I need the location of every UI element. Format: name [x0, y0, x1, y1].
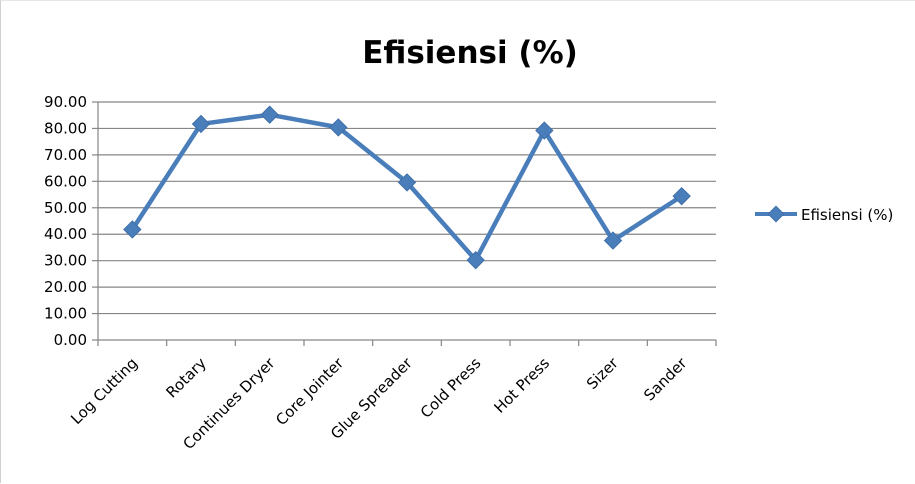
- chart-title: Efisiensi (%): [362, 35, 578, 71]
- y-axis-tick-labels: 0.00 10.00 20.00 30.00 40.00 50.00 60.00 70.00 8…: [44, 93, 87, 349]
- gridlines: [98, 101, 716, 315]
- x-tick-label: Log Cutting: [67, 354, 141, 428]
- y-tick-label: 60.00: [44, 172, 87, 190]
- x-tick-label: Sizer: [583, 354, 622, 393]
- data-point-marker: [466, 250, 485, 270]
- y-tick-label: 80.00: [44, 119, 87, 137]
- y-tick-label: 0.00: [54, 331, 87, 349]
- y-tick-label: 10.00: [44, 305, 87, 323]
- data-point-marker: [260, 105, 279, 124]
- x-tick-label: Core Jointer: [272, 354, 348, 430]
- data-point-marker: [397, 173, 417, 192]
- y-tick-label: 50.00: [44, 199, 87, 217]
- legend-diamond-marker: [767, 205, 785, 223]
- y-tick-label: 90.00: [44, 93, 87, 111]
- y-tick-label: 70.00: [44, 146, 87, 164]
- data-point-marker: [535, 121, 554, 140]
- series-layer: [123, 105, 691, 270]
- data-point-marker: [191, 114, 211, 134]
- legend: Efisiensi (%): [755, 205, 893, 224]
- legend-label: Efisiensi (%): [801, 206, 893, 224]
- x-tick-label: Rotary: [162, 354, 209, 401]
- y-tick-label: 30.00: [44, 252, 87, 270]
- data-point-marker: [603, 231, 623, 250]
- data-point-marker: [672, 186, 691, 206]
- y-tick-label: 20.00: [44, 278, 87, 296]
- x-tick-label: Sander: [640, 354, 691, 405]
- y-tick-label: 40.00: [44, 225, 87, 243]
- x-tick-label: Hot Press: [491, 354, 554, 417]
- data-point-marker: [329, 118, 348, 137]
- x-tick-label: Cold Press: [417, 354, 485, 422]
- data-point-marker: [123, 220, 142, 239]
- axes: [92, 101, 717, 346]
